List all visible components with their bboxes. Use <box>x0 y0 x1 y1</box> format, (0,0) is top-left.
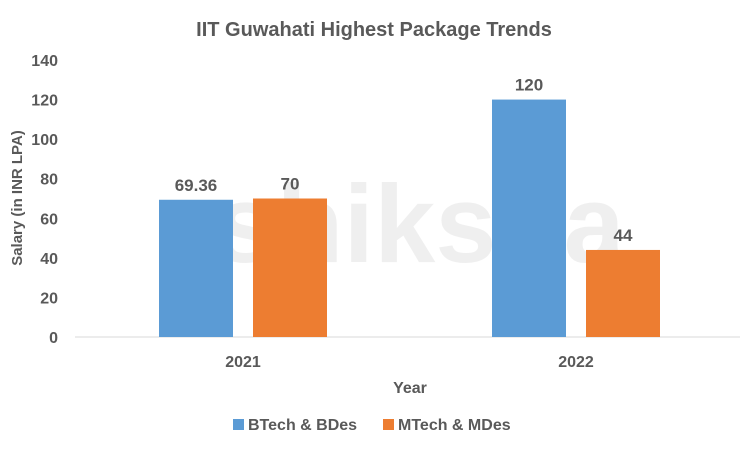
x-tick-label: 2021 <box>225 354 261 371</box>
y-tick-label: 140 <box>31 53 58 70</box>
y-tick-label: 20 <box>40 290 58 307</box>
y-tick-label: 100 <box>31 132 58 149</box>
data-label: 44 <box>614 226 633 245</box>
data-label: 69.36 <box>175 176 218 195</box>
legend-swatch <box>233 419 244 430</box>
data-label: 70 <box>281 175 300 194</box>
x-axis-label: Year <box>393 380 427 397</box>
chart-title: IIT Guwahati Highest Package Trends <box>196 19 552 41</box>
y-tick-label: 80 <box>40 172 58 189</box>
y-tick-label: 60 <box>40 211 58 228</box>
y-tick-label: 40 <box>40 251 58 268</box>
data-label: 120 <box>515 76 543 95</box>
bar <box>159 199 233 337</box>
bar <box>253 198 327 337</box>
bar <box>586 249 660 337</box>
y-tick-label: 120 <box>31 93 58 110</box>
y-axis-label: Salary (in INR LPA) <box>9 130 26 266</box>
x-tick-label: 2022 <box>558 354 594 371</box>
legend-label: MTech & MDes <box>398 417 511 434</box>
legend-label: BTech & BDes <box>248 417 357 434</box>
legend: BTech & BDes MTech & MDes <box>233 417 511 434</box>
legend-swatch <box>383 419 394 430</box>
y-tick-label: 0 <box>49 330 58 347</box>
bar <box>492 99 566 337</box>
